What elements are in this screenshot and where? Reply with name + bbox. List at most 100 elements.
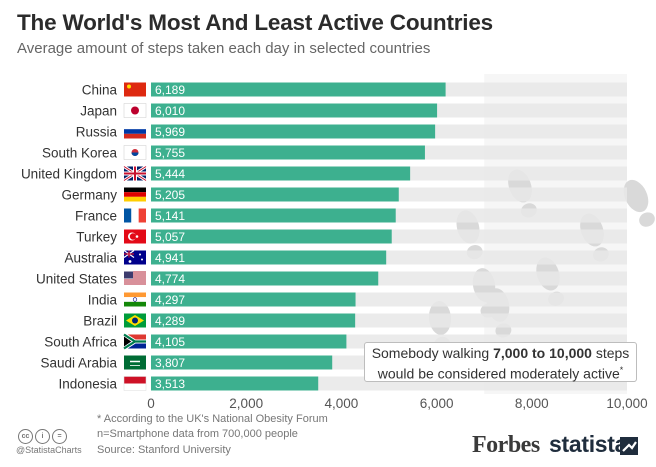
bar-united-states [151, 271, 379, 286]
category-label: Saudi Arabia [40, 356, 117, 371]
bar-saudi-arabia [151, 355, 333, 370]
bar-japan [151, 103, 438, 118]
flag-part [124, 376, 146, 384]
flag-part [135, 235, 139, 238]
flag-part [124, 334, 146, 342]
brazil-flag-icon [124, 313, 146, 328]
flag-part [124, 208, 132, 223]
indonesia-flag-icon [123, 376, 147, 391]
category-label: Australia [64, 251, 117, 266]
category-label: China [82, 83, 118, 98]
bar-value-label: 4,105 [155, 335, 185, 349]
flag-part [124, 297, 146, 302]
bar-value-label: 4,289 [155, 314, 185, 328]
flag-part [124, 281, 146, 283]
statista-handle: @StatistaCharts [16, 445, 82, 455]
bar-value-label: 5,057 [155, 230, 185, 244]
south-korea-flag-icon [123, 145, 147, 160]
flag-part [124, 383, 146, 391]
flag-part [124, 275, 146, 277]
chart-title: The World's Most And Least Active Countr… [17, 10, 493, 35]
category-label: Indonesia [58, 377, 117, 392]
bar-south-korea [151, 145, 425, 160]
category-label: France [75, 209, 117, 224]
japan-flag-icon [123, 103, 147, 118]
flag-part [124, 271, 133, 279]
bar-value-label: 5,969 [155, 125, 185, 139]
flag-part [132, 317, 138, 324]
united-kingdom-flag-icon [123, 165, 147, 182]
bar-value-label: 3,513 [155, 377, 185, 391]
bar-india [151, 292, 356, 307]
creative-commons-icon: cc [18, 429, 33, 444]
x-tick-label: 2,000 [229, 396, 263, 411]
flag-part [124, 187, 146, 193]
flag-part [129, 233, 137, 240]
category-label: Japan [80, 104, 117, 119]
flag-part [139, 253, 141, 256]
bar-brazil [151, 313, 356, 328]
flag-part [124, 292, 146, 298]
bar-value-label: 4,941 [155, 251, 185, 265]
moderately-active-callout: Somebody walking 7,000 to 10,000 steps w… [364, 342, 637, 382]
bar-france [151, 208, 396, 223]
bar-china [151, 82, 446, 97]
callout-range: 7,000 to 10,000 [493, 345, 592, 361]
chart-subtitle: Average amount of steps taken each day i… [17, 40, 431, 57]
bar-germany [151, 187, 399, 202]
callout-text-post: steps [591, 345, 630, 361]
flag-part [131, 152, 139, 156]
flag-part [124, 192, 146, 197]
france-flag-icon [124, 208, 146, 223]
australia-flag-icon [123, 250, 146, 265]
flag-part [124, 250, 134, 258]
flag-part [124, 283, 146, 285]
category-label: South Africa [44, 335, 117, 350]
footnote-source: Source: Stanford University [97, 444, 231, 456]
bar-value-label: 6,010 [155, 104, 185, 118]
category-label: South Korea [42, 146, 118, 161]
x-tick-label: 4,000 [325, 396, 359, 411]
bar-value-label: 5,141 [155, 209, 185, 223]
south-africa-flag-icon [122, 332, 146, 351]
flag-part [124, 273, 146, 275]
category-label: Turkey [76, 230, 117, 245]
flag-part [127, 84, 131, 89]
bar-south-africa [151, 334, 347, 349]
bar-united-kingdom [151, 166, 411, 181]
flag-part [124, 279, 146, 281]
flag-part [124, 336, 131, 347]
category-label: Brazil [83, 314, 117, 329]
bar-value-label: 4,297 [155, 293, 185, 307]
flag-part [123, 333, 146, 350]
flag-part [128, 260, 132, 263]
statista-logo: statista [549, 431, 628, 457]
no-derivatives-icon: = [52, 429, 67, 444]
turkey-flag-icon [124, 229, 146, 244]
flag-part [138, 208, 146, 223]
flag-part [141, 258, 143, 261]
flag-part [124, 166, 146, 181]
flag-part [124, 277, 146, 279]
license-icons: cc i = [18, 425, 69, 444]
flag-part [124, 341, 146, 349]
germany-flag-icon [124, 187, 146, 202]
china-flag-icon [124, 82, 146, 97]
flag-part [124, 124, 146, 130]
statista-logo-mark-icon [620, 437, 638, 455]
russia-flag-icon [124, 124, 146, 139]
flag-part [124, 271, 146, 273]
category-label: United Kingdom [21, 167, 117, 182]
bar-value-label: 5,205 [155, 188, 185, 202]
flag-part [131, 106, 139, 115]
flag-part [124, 355, 146, 370]
bar-turkey [151, 229, 392, 244]
flag-part [124, 301, 146, 307]
flag-part [132, 297, 138, 302]
callout-text-line2: would be considered moderately active [377, 365, 620, 382]
bar-australia [151, 250, 387, 265]
x-tick-label: 0 [147, 396, 155, 411]
footnote-obesity-forum: * According to the UK's National Obesity… [97, 413, 328, 425]
bar-indonesia [151, 376, 319, 391]
